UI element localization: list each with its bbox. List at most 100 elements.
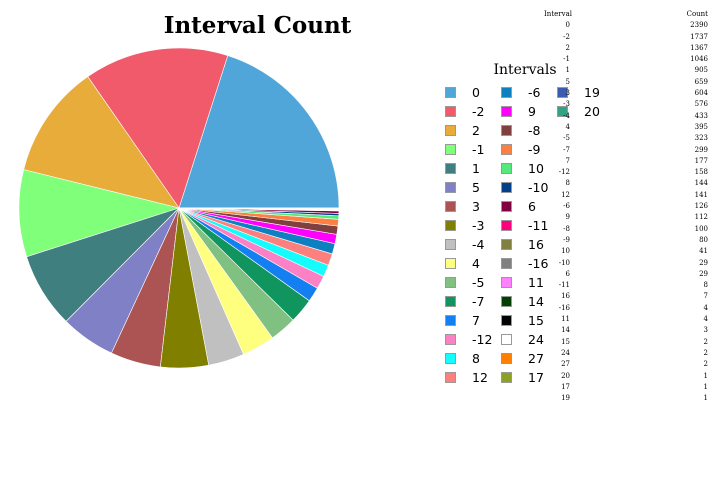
table-cell-interval: 24 bbox=[561, 348, 570, 357]
table-cell-interval: 27 bbox=[561, 360, 570, 369]
legend-label: 7 bbox=[472, 312, 480, 328]
legend-item: 9 bbox=[501, 103, 536, 119]
legend-item: 11 bbox=[501, 274, 544, 290]
legend-label: 1 bbox=[472, 160, 480, 176]
legend-label: 2 bbox=[472, 122, 480, 138]
legend-item: 12 bbox=[445, 369, 488, 385]
table-cell-count: 1367 bbox=[690, 43, 708, 52]
table-cell-interval: -1 bbox=[563, 55, 570, 64]
legend-label: 8 bbox=[472, 350, 480, 366]
table-cell-count: 4 bbox=[703, 315, 708, 324]
table-cell-interval: 20 bbox=[561, 371, 570, 380]
legend-label: 12 bbox=[472, 369, 488, 385]
legend-item: 20 bbox=[557, 103, 600, 119]
legend-swatch bbox=[445, 352, 456, 364]
table-cell-interval: -6 bbox=[563, 202, 570, 211]
legend-item: 15 bbox=[501, 312, 544, 328]
legend-swatch bbox=[501, 124, 512, 136]
table-cell-interval: 12 bbox=[561, 190, 570, 199]
legend-swatch bbox=[445, 181, 456, 193]
legend-item: -7 bbox=[445, 293, 484, 309]
table-cell-count: 299 bbox=[694, 145, 708, 154]
table-header-interval: Interval bbox=[544, 10, 572, 18]
legend-label: 15 bbox=[528, 312, 544, 328]
table-cell-count: 2390 bbox=[690, 21, 708, 30]
table-cell-count: 3 bbox=[703, 326, 708, 335]
legend-label: 20 bbox=[584, 103, 600, 119]
legend-swatch bbox=[501, 200, 512, 212]
table-cell-interval: -8 bbox=[563, 224, 570, 233]
table-cell-interval: -4 bbox=[563, 111, 570, 120]
legend-item: 2 bbox=[445, 122, 480, 138]
legend-item: 14 bbox=[501, 293, 544, 309]
legend-label: 0 bbox=[472, 84, 480, 100]
table-cell-interval: -3 bbox=[563, 100, 570, 109]
legend-swatch bbox=[501, 238, 512, 250]
legend-item: -8 bbox=[501, 122, 540, 138]
legend-item: 1 bbox=[445, 160, 480, 176]
legend-item: 19 bbox=[557, 84, 600, 100]
table-cell-count: 2 bbox=[703, 337, 708, 346]
legend-item: -2 bbox=[445, 103, 484, 119]
legend-item: 17 bbox=[501, 369, 544, 385]
legend-item: 4 bbox=[445, 255, 480, 271]
legend-swatch bbox=[445, 105, 456, 117]
table-cell-interval: -10 bbox=[558, 258, 570, 267]
legend-label: -16 bbox=[528, 255, 549, 271]
legend-label: 27 bbox=[528, 350, 544, 366]
legend-item: -6 bbox=[501, 84, 540, 100]
legend-swatch bbox=[445, 276, 456, 288]
legend-swatch bbox=[445, 86, 456, 98]
table-cell-interval: 19 bbox=[561, 394, 570, 403]
table-cell-interval: 6 bbox=[565, 269, 570, 278]
table-header-count: Count bbox=[686, 10, 708, 18]
table-cell-interval: 8 bbox=[565, 179, 570, 188]
table-cell-count: 1 bbox=[703, 394, 708, 403]
table-cell-count: 4 bbox=[703, 303, 708, 312]
table-cell-count: 2 bbox=[703, 348, 708, 357]
table-cell-interval: 1 bbox=[565, 66, 570, 75]
legend-item: -10 bbox=[501, 179, 548, 195]
legend-item: 10 bbox=[501, 160, 544, 176]
table-cell-count: 323 bbox=[694, 134, 708, 143]
table-cell-count: 7 bbox=[703, 292, 708, 301]
legend-label: 4 bbox=[472, 255, 480, 271]
table-cell-interval: 2 bbox=[565, 43, 570, 52]
table-cell-count: 604 bbox=[694, 89, 708, 98]
legend-swatch bbox=[501, 352, 512, 364]
table-cell-interval: 7 bbox=[565, 156, 570, 165]
legend-swatch bbox=[501, 314, 512, 326]
table-cell-interval: -7 bbox=[563, 145, 570, 154]
table-cell-interval: -16 bbox=[558, 303, 570, 312]
legend-label: 5 bbox=[472, 179, 480, 195]
legend-label: -9 bbox=[528, 141, 541, 157]
legend-swatch bbox=[445, 257, 456, 269]
legend-label: 24 bbox=[528, 331, 544, 347]
table-cell-count: 433 bbox=[694, 111, 708, 120]
pie-slice-2 bbox=[23, 76, 180, 209]
table-cell-count: 1046 bbox=[690, 55, 708, 64]
legend-swatch bbox=[445, 124, 456, 136]
legend-label: 19 bbox=[584, 84, 600, 100]
legend-item: -11 bbox=[501, 217, 548, 233]
table-cell-count: 8 bbox=[703, 281, 708, 290]
legend-item: -1 bbox=[445, 141, 484, 157]
table-cell-count: 1737 bbox=[690, 32, 708, 41]
legend-label: 9 bbox=[528, 103, 536, 119]
table-cell-count: 2 bbox=[703, 360, 708, 369]
table-cell-interval: 10 bbox=[561, 247, 570, 256]
legend-label: -6 bbox=[528, 84, 541, 100]
legend-swatch bbox=[501, 295, 512, 307]
table-cell-count: 1 bbox=[703, 371, 708, 380]
table-cell-interval: 17 bbox=[561, 382, 570, 391]
legend-swatch bbox=[445, 238, 456, 250]
table-cell-interval: 9 bbox=[565, 213, 570, 222]
legend-swatch bbox=[557, 105, 568, 117]
legend-label: -1 bbox=[472, 141, 485, 157]
legend-label: 17 bbox=[528, 369, 544, 385]
legend-item: -16 bbox=[501, 255, 548, 271]
legend-swatch bbox=[445, 314, 456, 326]
legend-label: 11 bbox=[528, 274, 544, 290]
